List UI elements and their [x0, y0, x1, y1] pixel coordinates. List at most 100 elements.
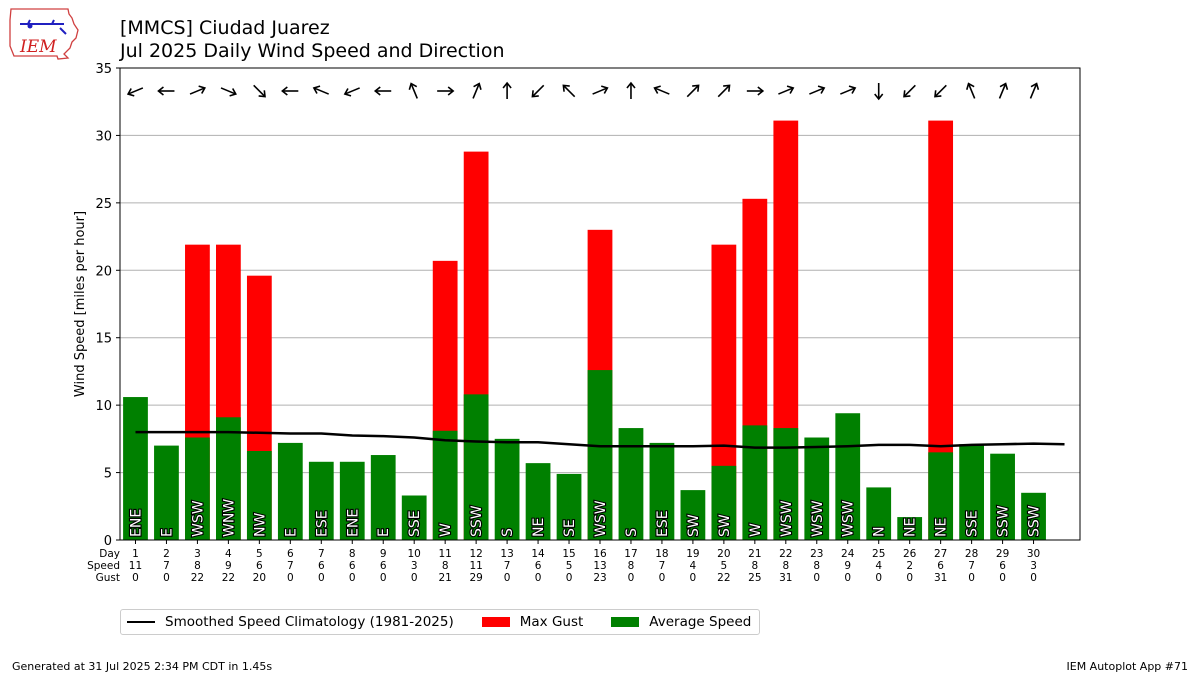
avg-speed-bar [339, 461, 365, 540]
direction-label: SSW [469, 505, 485, 537]
gust-label: 0 [813, 572, 820, 584]
direction-label: WSW [810, 500, 826, 537]
avg-speed-bar [928, 452, 954, 540]
arrow-head [723, 84, 731, 92]
day-tick-label: 25 [872, 548, 885, 560]
arrow-head [473, 82, 482, 90]
speed-label: 6 [380, 560, 387, 572]
day-tick-label: 7 [318, 548, 325, 560]
wind-direction-arrow [686, 84, 700, 98]
avg-speed-bar [990, 453, 1015, 540]
avg-speed-bar [804, 437, 830, 540]
arrow-head [999, 82, 1009, 90]
arrow-head [502, 81, 512, 89]
arrow-head [258, 90, 266, 98]
direction-label: E [376, 528, 392, 537]
gust-label: 0 [690, 572, 697, 584]
wind-direction-arrow [220, 87, 237, 97]
speed-label: 7 [163, 560, 170, 572]
direction-label: WSW [779, 500, 795, 537]
arrow-head [757, 86, 765, 96]
speed-label: 11 [469, 560, 482, 572]
wind-direction-arrow [343, 87, 360, 97]
gust-label: 21 [438, 572, 451, 584]
direction-label: NE [531, 518, 547, 537]
avg-speed-bar [959, 444, 984, 540]
arrow-head [373, 86, 381, 96]
arrow-shaft [686, 85, 699, 98]
wind-direction-arrow [874, 83, 884, 101]
gust-label: 0 [380, 572, 387, 584]
y-tick-label: 10 [95, 399, 112, 414]
day-tick-label: 22 [779, 548, 792, 560]
y-tick-label: 15 [95, 332, 112, 347]
arrow-head [1030, 82, 1040, 90]
arrow-head [447, 86, 455, 96]
direction-label: NE [934, 518, 950, 537]
row-header: Gust [96, 572, 120, 584]
direction-label: WSW [841, 500, 857, 537]
arrow-shaft [532, 84, 545, 97]
arrow-head [281, 86, 288, 96]
speed-label: 6 [999, 560, 1006, 572]
arrow-head [786, 85, 795, 94]
arrow-shaft [220, 87, 236, 95]
wind-direction-arrow [746, 86, 765, 96]
avg-speed-bar [897, 517, 923, 540]
arrow-shaft [904, 84, 916, 97]
gust-label: 29 [469, 572, 482, 584]
direction-label: WNW [221, 499, 237, 537]
speed-label: 6 [256, 560, 263, 572]
direction-label: S [624, 528, 640, 537]
avg-speed-bar [216, 417, 241, 540]
speed-label: 7 [287, 560, 294, 572]
speed-label: 3 [1030, 560, 1037, 572]
day-tick-label: 4 [225, 548, 232, 560]
wind-direction-arrow [502, 81, 512, 99]
gust-label: 0 [968, 572, 975, 584]
wind-direction-arrow [840, 85, 857, 95]
speed-label: 8 [628, 560, 635, 572]
legend-swatch-max-gust [481, 617, 510, 627]
day-tick-label: 14 [531, 548, 545, 560]
speed-label: 8 [813, 560, 820, 572]
y-tick-label: 20 [95, 264, 112, 279]
wind-direction-arrow [472, 82, 482, 99]
avg-speed-bar [154, 445, 179, 540]
y-tick-label: 0 [104, 534, 112, 549]
day-tick-label: 6 [287, 548, 294, 560]
avg-speed-bar [556, 473, 582, 540]
speed-label: 11 [129, 560, 142, 572]
y-tick-label: 25 [95, 197, 112, 212]
arrow-shaft [253, 84, 265, 97]
wind-direction-arrow [562, 84, 576, 98]
arrow-head [343, 88, 352, 97]
gust-label: 0 [163, 572, 170, 584]
direction-label: E [159, 528, 175, 537]
avg-speed-bar [463, 394, 489, 540]
day-tick-label: 16 [593, 548, 607, 560]
day-tick-label: 17 [624, 548, 637, 560]
wind-direction-arrow [998, 82, 1009, 99]
avg-speed-bar [246, 450, 272, 540]
gust-label: 0 [411, 572, 418, 584]
speed-label: 9 [225, 560, 232, 572]
wind-direction-arrow [157, 86, 175, 96]
y-tick-label: 5 [104, 467, 112, 482]
wind-direction-arrow [126, 87, 144, 97]
direction-label: NW [252, 513, 268, 537]
direction-label: ESE [314, 510, 330, 537]
day-tick-label: 11 [438, 548, 451, 560]
gust-label: 0 [535, 572, 542, 584]
direction-label: SSW [996, 505, 1012, 537]
day-tick-label: 9 [380, 548, 387, 560]
arrow-shaft [189, 87, 205, 95]
avg-speed-bar [587, 370, 613, 540]
arrow-shaft [472, 84, 480, 99]
logo-text: IEM [19, 37, 57, 57]
avg-speed-bar [277, 442, 303, 540]
arrow-shaft [778, 87, 793, 95]
direction-label: WSW [190, 500, 206, 537]
speed-label: 4 [690, 560, 697, 572]
